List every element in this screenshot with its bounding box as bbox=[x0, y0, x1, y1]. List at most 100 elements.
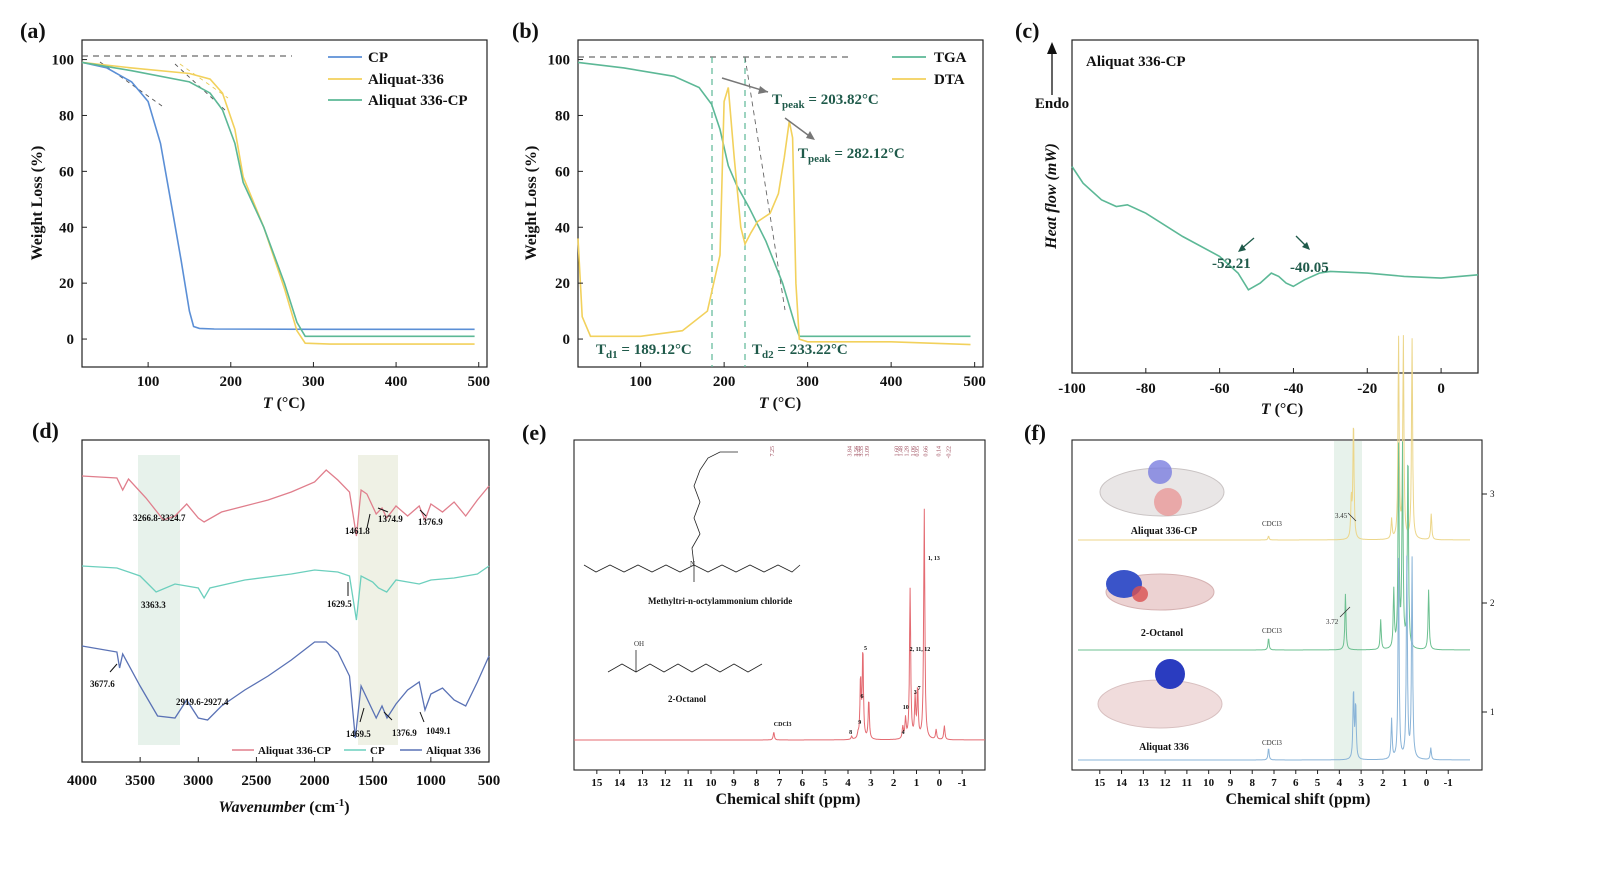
xtick-label: 6 bbox=[800, 777, 806, 789]
d-xlabel-text: Wavenumber bbox=[218, 799, 306, 816]
xtick-label: 6 bbox=[1293, 777, 1299, 789]
xtick-label: 400 bbox=[880, 374, 903, 390]
xtick-label: 100 bbox=[629, 374, 652, 390]
ytick-label: 80 bbox=[59, 108, 74, 124]
right-tick-label: 2 bbox=[1490, 598, 1495, 608]
ytick-label: 80 bbox=[555, 108, 570, 124]
d-ann-9: 1376.9 bbox=[392, 728, 417, 738]
td2-base: T bbox=[752, 342, 762, 358]
panel-d-xlabel: Wavenumber (cm-1) bbox=[218, 797, 349, 816]
xtick-label: -80 bbox=[1136, 381, 1156, 397]
xtick-label: 300 bbox=[302, 374, 325, 390]
xtick-label: 2 bbox=[1380, 777, 1386, 789]
molecule-label-1: Methyltri-n-octylammonium chloride bbox=[648, 596, 792, 606]
panel-c: (c) Aliquat 336-CP Endo Heat flow (mW) -… bbox=[1015, 18, 1479, 418]
xtick-label: 13 bbox=[637, 777, 649, 789]
xtick-label: 500 bbox=[467, 374, 490, 390]
panel-e-peak-labels: CDCl3 5 6 89 10 4 2, 11, 12 37 1, 13 bbox=[774, 556, 940, 736]
xtick-label: 9 bbox=[1228, 777, 1234, 789]
xtick-label: -1 bbox=[958, 777, 967, 789]
panel-d-frame bbox=[81, 439, 490, 763]
e-top-label: 3.09 bbox=[865, 446, 871, 457]
panel-b-series bbox=[577, 61, 971, 346]
e-top-label: 3.56 bbox=[854, 446, 860, 457]
panel-c-arrow-1-head bbox=[1238, 244, 1246, 252]
panel-b-ylabel: Weight Loss (%) bbox=[523, 146, 540, 261]
ytick-label: 100 bbox=[52, 53, 75, 69]
chain-up bbox=[691, 451, 738, 566]
panel-c-xlabel: T (°C) bbox=[1261, 401, 1303, 418]
esp-blob-1-red bbox=[1154, 488, 1182, 516]
panel-b-arrow-2-head bbox=[806, 131, 815, 140]
ytick-label: 0 bbox=[67, 332, 75, 348]
f-mol-label-2: Aliquat 336 bbox=[1139, 742, 1189, 753]
xtick-label: 3000 bbox=[183, 773, 213, 789]
panel-b-frame bbox=[577, 39, 984, 368]
panel-c-peak1: -52.21 bbox=[1212, 256, 1251, 272]
xtick-label: 4000 bbox=[67, 773, 97, 789]
td2-value: = 233.22°C bbox=[774, 342, 848, 358]
e-peak-label: 8 bbox=[849, 730, 852, 736]
panel-f-right-ticks: 3 2 1 bbox=[1482, 489, 1495, 717]
xtick-label: 7 bbox=[1271, 777, 1277, 789]
panel-e-ticks: 15 14 13 12 11 10 9 8 7 6 5 4 3 2 1 0 -1 bbox=[574, 769, 985, 789]
xtick-label: 9 bbox=[731, 777, 737, 789]
f-peak-345: 3.45 bbox=[1335, 512, 1348, 520]
panel-f-frame bbox=[1071, 439, 1483, 771]
esp-aliquat-cp bbox=[1099, 460, 1225, 517]
xtick-label: 1500 bbox=[358, 773, 388, 789]
panel-c-series bbox=[1071, 166, 1479, 291]
e-top-label: 0.95 bbox=[915, 446, 921, 457]
xtick-label: 5 bbox=[822, 777, 828, 789]
d-ann-8: 1469.5 bbox=[346, 729, 371, 739]
xtick-label: 11 bbox=[1182, 777, 1192, 789]
panel-d: (d) 4000 3500 3000 2500 2000 1500 1000 500 3266… bbox=[32, 418, 500, 816]
xtick-label: 15 bbox=[1094, 777, 1106, 789]
panel-a-series bbox=[81, 61, 475, 345]
d-arrow-8 bbox=[359, 707, 365, 723]
panel-e-label: (e) bbox=[522, 420, 546, 445]
panel-b-arrow-2 bbox=[784, 117, 813, 139]
panel-a-frame bbox=[81, 39, 488, 368]
legend-a-aliquat-cp: Aliquat 336-CP bbox=[368, 93, 468, 109]
panel-c-arrow-2-head bbox=[1302, 242, 1310, 250]
ytick-label: 20 bbox=[59, 276, 74, 292]
d-arrow-0 bbox=[366, 513, 371, 529]
molecule-aliquat-sketch bbox=[583, 451, 801, 673]
e-top-label: 3.45 bbox=[857, 446, 863, 457]
panel-c-frame bbox=[1071, 39, 1479, 374]
xtick-label: 3 bbox=[1358, 777, 1364, 789]
panel-b-label: (b) bbox=[512, 18, 539, 43]
panel-d-band-ch bbox=[358, 455, 398, 745]
f-cdcl-1: CDCl3 bbox=[1262, 627, 1282, 635]
e-top-label: 1.48 bbox=[899, 446, 905, 457]
panel-e-series bbox=[574, 508, 985, 741]
d-ann-6: 3677.6 bbox=[90, 679, 115, 689]
right-tick-label: 3 bbox=[1490, 489, 1495, 499]
panel-f-label: (f) bbox=[1024, 420, 1046, 445]
panel-b-series-1 bbox=[577, 87, 971, 346]
panel-a-legend: CP Aliquat-336 Aliquat 336-CP bbox=[328, 50, 468, 109]
xtick-label: 13 bbox=[1138, 777, 1150, 789]
e-top-label: 1.60 bbox=[894, 446, 900, 457]
d-ann-7: 2919.6-2927.4 bbox=[176, 697, 229, 707]
d-xlabel-close: ) bbox=[344, 799, 349, 816]
esp-blob-3 bbox=[1097, 679, 1223, 729]
xtick-label: -40 bbox=[1283, 381, 1303, 397]
f-cdcl-0: CDCl3 bbox=[1262, 520, 1282, 528]
xtick-label: -20 bbox=[1357, 381, 1377, 397]
xtick-label: 10 bbox=[706, 777, 718, 789]
panel-b-series-0 bbox=[577, 61, 971, 338]
panel-f: (f) Aliquat 336-CP 2-Octanol Aliquat 336… bbox=[1024, 335, 1495, 808]
ytick-label: 60 bbox=[59, 164, 74, 180]
e-peak-label: 2, 11, 12 bbox=[910, 647, 931, 653]
xtick-label: 0 bbox=[1437, 381, 1445, 397]
d-arrow-10 bbox=[419, 711, 425, 723]
panel-c-title: Aliquat 336-CP bbox=[1086, 54, 1186, 70]
xtick-label: 11 bbox=[683, 777, 693, 789]
tpeak1-sub: peak bbox=[782, 99, 806, 111]
xtick-label: 3500 bbox=[125, 773, 155, 789]
f-mol-label-1: 2-Octanol bbox=[1141, 628, 1183, 639]
ytick-label: 0 bbox=[563, 332, 571, 348]
xtick-label: 500 bbox=[478, 773, 501, 789]
